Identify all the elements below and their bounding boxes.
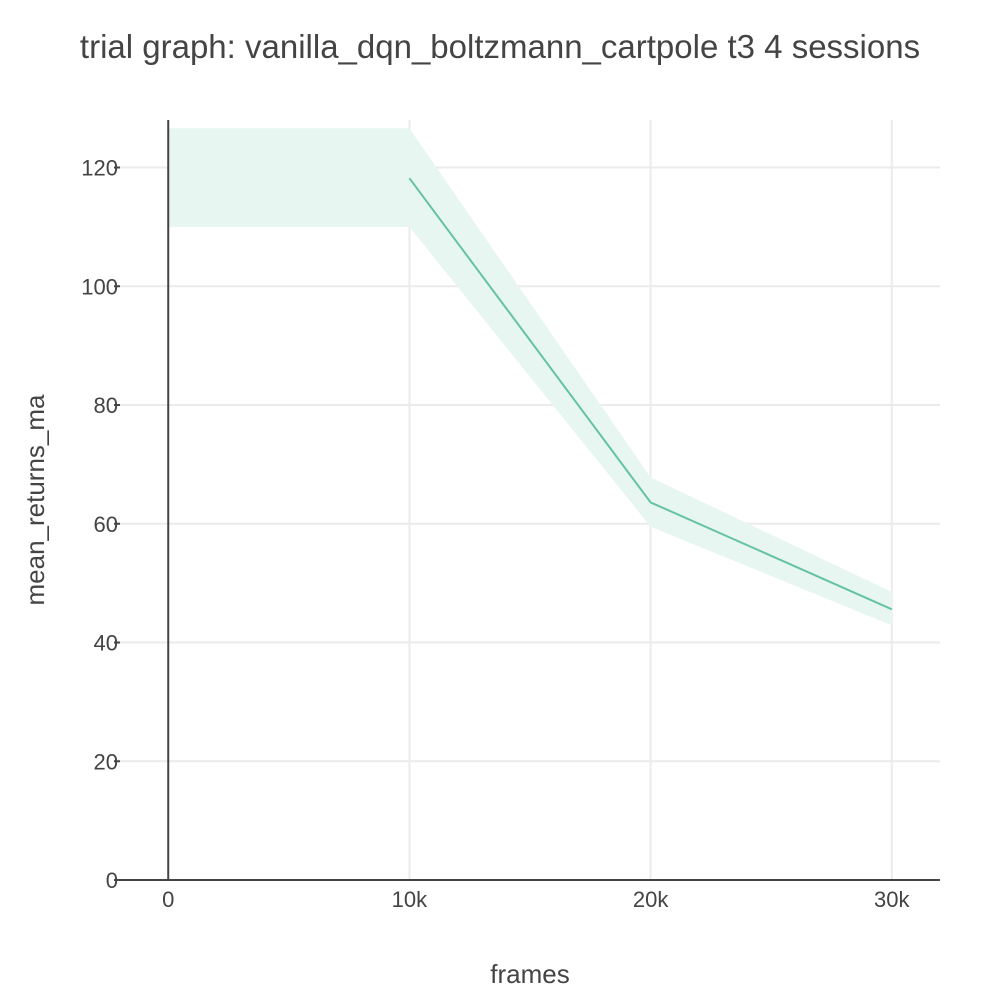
y-tick-label: 120 <box>81 156 118 181</box>
x-tick-label: 20k <box>633 887 669 912</box>
y-tick-label: 100 <box>81 274 118 299</box>
confidence-band <box>168 128 892 626</box>
y-tick-labels: 0 20 40 60 80 100 120 <box>81 156 118 894</box>
grid-lines <box>120 120 940 880</box>
series-band <box>168 128 892 626</box>
series-line <box>408 177 893 611</box>
chart-title: trial graph: vanilla_dqn_boltzmann_cartp… <box>79 28 921 65</box>
x-tick-label: 0 <box>162 887 174 912</box>
y-tick-label: 0 <box>106 868 118 893</box>
x-tick-label: 10k <box>392 887 428 912</box>
y-tick-label: 20 <box>94 749 118 774</box>
y-tick-label: 60 <box>94 512 118 537</box>
y-tick-label: 80 <box>94 393 118 418</box>
y-tick-label: 40 <box>94 631 118 656</box>
y-axis-title: mean_returns_ma <box>20 394 50 606</box>
x-tick-labels: 0 10k 20k 30k <box>162 887 910 912</box>
x-tick-label: 30k <box>874 887 910 912</box>
axes <box>114 120 940 881</box>
series-lines <box>408 177 893 611</box>
x-axis-title: frames <box>490 959 569 989</box>
